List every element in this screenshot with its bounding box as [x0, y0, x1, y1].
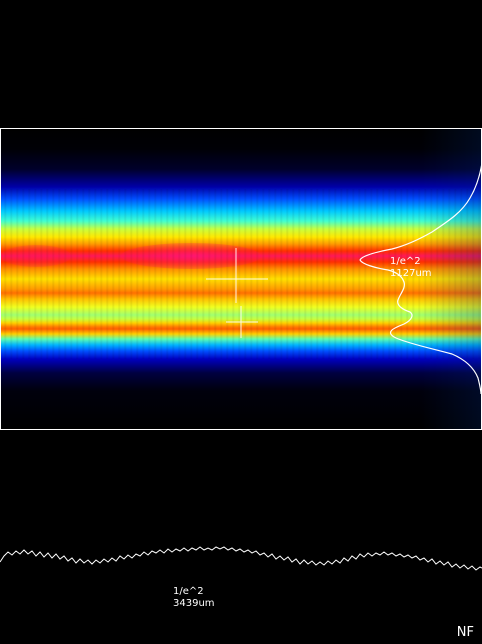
- horizontal-profile-curve: [0, 546, 482, 571]
- horizontal-profile-level-label: 1/e^2: [173, 586, 204, 597]
- vertical-profile-width-label: 1127um: [390, 268, 432, 279]
- vertical-profile-level-label: 1/e^2: [390, 256, 421, 267]
- beam-edge-fade: [421, 129, 481, 429]
- beam-hotspot: [121, 243, 261, 269]
- centroid-crosshair-icon: [206, 248, 268, 303]
- peak-crosshair-icon: [226, 306, 258, 338]
- beam-hotspot-left: [1, 245, 71, 267]
- vertical-profile-curve: [359, 162, 482, 395]
- horizontal-profile-width-label: 3439um: [173, 598, 215, 609]
- mode-indicator[interactable]: NF: [456, 625, 474, 640]
